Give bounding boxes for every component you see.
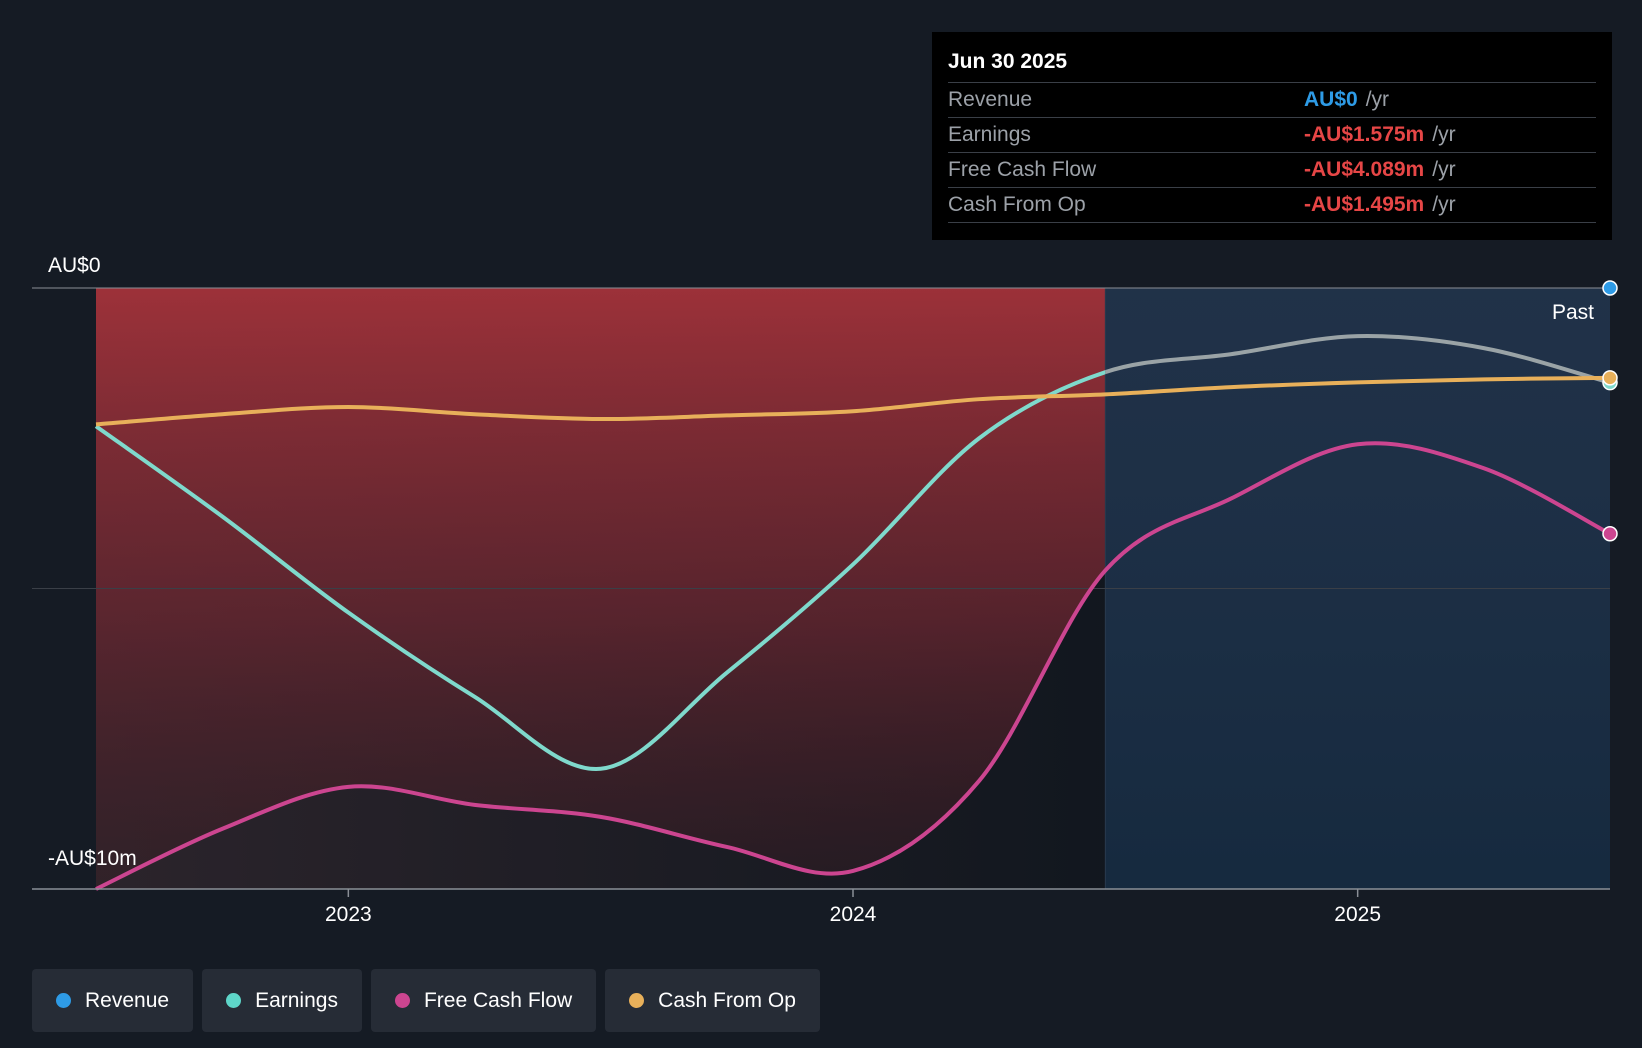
legend-dot-icon	[394, 993, 410, 1008]
legend-label: Free Cash Flow	[423, 988, 573, 1012]
tooltip-value: -AU$1.495m	[1304, 193, 1425, 216]
y-tick-label-bottom: -AU$10m	[48, 847, 137, 870]
legend-dot-icon	[226, 993, 242, 1008]
tooltip: Jun 30 2025 Revenue AU$0 /yr Earnings -A…	[932, 32, 1612, 240]
series-lines	[94, 333, 1611, 891]
tooltip-value: -AU$4.089m	[1304, 158, 1425, 181]
legend-item-revenue[interactable]: Revenue	[32, 969, 194, 1032]
tooltip-value: -AU$1.575m	[1304, 123, 1425, 146]
axes: 2023 2024 2025 AU$0 -AU$10m Past	[32, 254, 1610, 926]
legend-item-cash-from-op[interactable]: Cash From Op	[605, 969, 820, 1032]
legend-item-earnings[interactable]: Earnings	[202, 969, 362, 1032]
tooltip-unit: /yr	[1432, 123, 1456, 146]
y-tick-label-top: AU$0	[48, 254, 101, 277]
tooltip-row-earnings: Earnings -AU$1.575m /yr	[948, 117, 1596, 152]
tooltip-row-revenue: Revenue AU$0 /yr	[948, 82, 1596, 117]
legend-item-free-cash-flow[interactable]: Free Cash Flow	[370, 969, 597, 1032]
gridlines	[32, 287, 1610, 589]
endpoint-revenue	[1602, 280, 1618, 296]
legend: Revenue Earnings Free Cash Flow Cash Fro…	[32, 969, 820, 1032]
legend-dot-icon	[56, 993, 71, 1008]
series-line-free-cash-flow	[95, 441, 1611, 891]
legend-dot-icon	[629, 993, 645, 1008]
tooltip-label: Earnings	[948, 123, 1031, 146]
series-line-earnings	[94, 370, 1106, 771]
tooltip-unit: /yr	[1365, 88, 1390, 111]
tooltip-label: Revenue	[948, 88, 1033, 111]
tooltip-value: AU$0	[1304, 88, 1358, 111]
tooltip-row-cash-from-op: Cash From Op -AU$1.495m /yr	[948, 187, 1596, 223]
series-line-earnings-past	[1105, 333, 1611, 385]
x-tick-label: 2023	[325, 903, 372, 926]
tooltip-date: Jun 30 2025	[948, 50, 1068, 73]
series-line-cash-from-op	[95, 375, 1611, 427]
legend-label: Cash From Op	[658, 988, 796, 1012]
tooltip-label: Cash From Op	[948, 193, 1086, 216]
tooltip-row-free-cash-flow: Free Cash Flow -AU$4.089m /yr	[948, 152, 1596, 187]
tooltip-unit: /yr	[1432, 193, 1456, 216]
tooltip-unit: /yr	[1432, 158, 1456, 181]
legend-label: Revenue	[85, 988, 170, 1012]
x-tick-label: 2024	[830, 903, 877, 926]
endpoint-free-cash-flow	[1602, 525, 1618, 542]
past-label: Past	[1552, 301, 1594, 324]
series-endpoints	[1602, 280, 1618, 542]
x-tick-label: 2025	[1334, 903, 1381, 926]
legend-label: Earnings	[255, 988, 338, 1012]
tooltip-label: Free Cash Flow	[948, 158, 1097, 181]
endpoint-cash-from-op	[1602, 370, 1618, 386]
